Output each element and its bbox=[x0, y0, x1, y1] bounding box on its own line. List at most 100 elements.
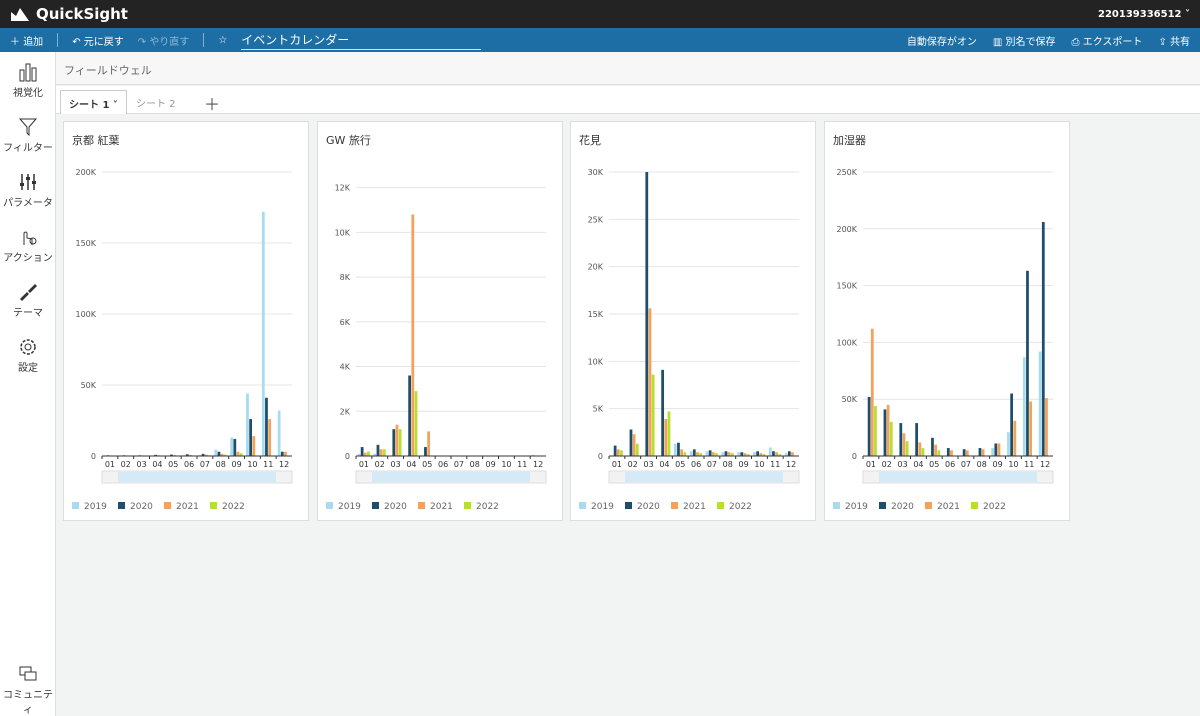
legend-swatch bbox=[418, 502, 425, 509]
visual-card[interactable]: 花見05K10K15K20K25K30K01020304050607080910… bbox=[570, 121, 816, 521]
bar bbox=[252, 436, 255, 456]
bar bbox=[1029, 401, 1032, 456]
bar bbox=[690, 451, 693, 456]
bar bbox=[791, 452, 794, 456]
chart-title: 京都 紅葉 bbox=[72, 133, 120, 147]
x-tick-label: 06 bbox=[438, 460, 448, 469]
sidebar-label: 視覚化 bbox=[13, 88, 43, 99]
x-tick-label: 08 bbox=[470, 460, 480, 469]
visual-card[interactable]: GW 旅行02K4K6K8K10K12K01020304050607080910… bbox=[317, 121, 563, 521]
favorite-star[interactable]: ☆ bbox=[218, 35, 227, 46]
bar bbox=[367, 452, 370, 456]
logo[interactable]: QuickSight bbox=[10, 5, 128, 23]
field-well[interactable]: フィールドウェル bbox=[56, 52, 1200, 85]
bar bbox=[233, 439, 236, 456]
account-menu[interactable]: 220139336512 ˅ bbox=[1098, 9, 1190, 20]
icon bbox=[18, 117, 38, 137]
parameter-button[interactable]: パラメータ bbox=[0, 172, 56, 209]
x-tick-label: 05 bbox=[675, 460, 685, 469]
community-button[interactable]: コミュニティ bbox=[3, 664, 53, 716]
legend-label: 2019 bbox=[84, 502, 107, 512]
bar bbox=[1026, 271, 1029, 456]
y-tick-label: 0 bbox=[345, 452, 350, 461]
legend-swatch bbox=[833, 502, 840, 509]
x-tick-label: 02 bbox=[375, 460, 385, 469]
x-tick-label: 07 bbox=[454, 460, 464, 469]
bar bbox=[427, 431, 430, 456]
bar bbox=[918, 442, 921, 456]
bar bbox=[278, 411, 281, 456]
bar bbox=[361, 447, 364, 456]
export-button[interactable]: ⎙ エクスポート bbox=[1072, 33, 1143, 48]
bar bbox=[636, 444, 639, 456]
sidebar-label: フィルター bbox=[3, 143, 53, 154]
y-tick-label: 150K bbox=[836, 282, 857, 291]
bar bbox=[874, 406, 877, 456]
x-tick-label: 05 bbox=[929, 460, 939, 469]
bar bbox=[380, 449, 383, 456]
y-tick-label: 50K bbox=[81, 381, 97, 390]
bar bbox=[424, 447, 427, 456]
x-tick-label: 11 bbox=[1024, 460, 1034, 469]
bar bbox=[230, 438, 233, 456]
bar bbox=[947, 448, 950, 456]
bar bbox=[1013, 421, 1016, 456]
bar bbox=[246, 394, 249, 456]
x-tick-label: 05 bbox=[422, 460, 432, 469]
add-button[interactable]: ＋ 追加 bbox=[10, 33, 43, 48]
sheet-tab[interactable]: シート 2 bbox=[128, 90, 184, 114]
undo-button[interactable]: ↶ 元に戻す bbox=[72, 33, 124, 48]
share-button[interactable]: ⇪ 共有 bbox=[1158, 33, 1190, 48]
legend-label: 2021 bbox=[683, 502, 706, 512]
y-tick-label: 200K bbox=[836, 225, 857, 234]
visualize-button[interactable]: 視覚化 bbox=[0, 62, 56, 99]
bar bbox=[408, 375, 411, 456]
bar bbox=[265, 398, 268, 456]
legend-swatch bbox=[625, 502, 632, 509]
save-as-button[interactable]: ▥ 別名で保存 bbox=[993, 33, 1056, 48]
legend-label: 2019 bbox=[338, 502, 361, 512]
bar bbox=[903, 433, 906, 456]
y-tick-label: 12K bbox=[335, 184, 351, 193]
x-tick-label: 08 bbox=[723, 460, 733, 469]
sheet-tab-label: シート 2 bbox=[136, 99, 176, 110]
bar bbox=[377, 445, 380, 456]
bar bbox=[674, 444, 677, 456]
scrollbar-thumb bbox=[372, 472, 530, 482]
action-button[interactable]: アクション bbox=[0, 227, 56, 264]
bar bbox=[871, 329, 874, 456]
bar bbox=[411, 214, 414, 456]
bar bbox=[890, 422, 893, 456]
add-label: 追加 bbox=[23, 37, 43, 48]
x-tick-label: 06 bbox=[691, 460, 701, 469]
settings-button[interactable]: 設定 bbox=[0, 337, 56, 374]
bar bbox=[237, 452, 240, 456]
scrollbar-thumb bbox=[118, 472, 276, 482]
x-tick-label: 10 bbox=[501, 460, 511, 469]
analysis-title[interactable]: イベントカレンダー bbox=[241, 31, 481, 50]
bar bbox=[281, 452, 284, 456]
visual-card[interactable]: 京都 紅葉050K100K150K200K0102030405060708091… bbox=[63, 121, 309, 521]
bar bbox=[899, 423, 902, 456]
bar bbox=[737, 452, 740, 456]
bar bbox=[633, 434, 636, 456]
toolbar: ＋ 追加 ↶ 元に戻す ↷ やり直す ☆ イベントカレンダー 自動保存がオン ▥… bbox=[0, 28, 1200, 52]
theme-button[interactable]: テーマ bbox=[0, 282, 56, 319]
bar bbox=[788, 451, 791, 456]
bar bbox=[772, 451, 775, 456]
visual-card[interactable]: 加湿器050K100K150K200K250K01020304050607080… bbox=[824, 121, 1070, 521]
bar bbox=[991, 448, 994, 456]
redo-button[interactable]: ↷ やり直す bbox=[138, 33, 190, 48]
top-bar: QuickSight 220139336512 ˅ bbox=[0, 0, 1200, 28]
autosave-toggle[interactable]: 自動保存がオン bbox=[907, 33, 977, 48]
x-tick-label: 10 bbox=[754, 460, 764, 469]
x-tick-label: 03 bbox=[136, 460, 146, 469]
add-sheet-button[interactable]: ＋ bbox=[196, 86, 228, 110]
sheet-tab[interactable]: シート 1 ˅ bbox=[60, 90, 127, 114]
y-tick-label: 6K bbox=[340, 318, 351, 327]
bar bbox=[392, 429, 395, 456]
legend-swatch bbox=[971, 502, 978, 509]
filter-button[interactable]: フィルター bbox=[0, 117, 56, 154]
legend-swatch bbox=[717, 502, 724, 509]
x-tick-label: 12 bbox=[1040, 460, 1050, 469]
